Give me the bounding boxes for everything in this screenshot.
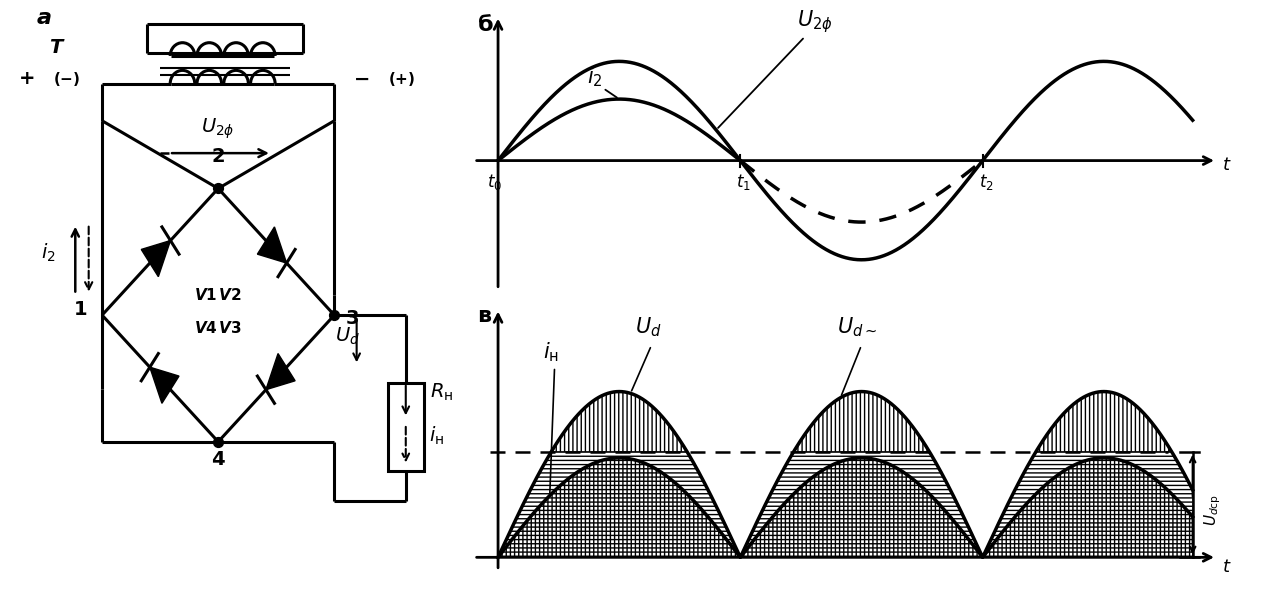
Text: $\boldsymbol{U_{2\phi}}$: $\boldsymbol{U_{2\phi}}$ xyxy=(202,116,235,141)
Text: $t_0$: $t_0$ xyxy=(487,173,503,193)
Polygon shape xyxy=(149,367,179,403)
Text: $\boldsymbol{4}$: $\boldsymbol{4}$ xyxy=(211,451,226,469)
Text: $\boldsymbol{-}$: $\boldsymbol{-}$ xyxy=(353,69,369,88)
Text: $t$: $t$ xyxy=(1221,558,1231,576)
Text: $t$: $t$ xyxy=(1221,157,1231,174)
Text: $t_2$: $t_2$ xyxy=(979,173,993,193)
Point xyxy=(208,437,228,446)
Text: $\boldsymbol{\,в}$: $\boldsymbol{\,в}$ xyxy=(473,305,493,327)
Text: $\boldsymbol{R_{\rm н}}$: $\boldsymbol{R_{\rm н}}$ xyxy=(430,382,453,403)
Polygon shape xyxy=(258,227,287,263)
Point xyxy=(324,310,345,320)
Text: $\boldsymbol{(-)}$: $\boldsymbol{(-)}$ xyxy=(52,70,80,88)
Text: $\boldsymbol{V1\,V2}$: $\boldsymbol{V1\,V2}$ xyxy=(194,287,242,303)
Text: $U_{2\phi}$: $U_{2\phi}$ xyxy=(798,8,833,35)
Text: $\boldsymbol{i_2}$: $\boldsymbol{i_2}$ xyxy=(41,242,56,264)
Text: $t_1$: $t_1$ xyxy=(736,173,752,193)
Text: $\boldsymbol{\,б}$: $\boldsymbol{\,б}$ xyxy=(473,14,494,36)
Point xyxy=(208,184,228,193)
Text: $\boldsymbol{+}$: $\boldsymbol{+}$ xyxy=(18,69,34,88)
Polygon shape xyxy=(265,353,295,390)
Text: $\boldsymbol{T}$: $\boldsymbol{T}$ xyxy=(48,38,66,57)
Text: $\boldsymbol{2}$: $\boldsymbol{2}$ xyxy=(212,147,225,166)
Text: $\boldsymbol{(+)}$: $\boldsymbol{(+)}$ xyxy=(388,70,415,88)
Text: $i_{\rm н}$: $i_{\rm н}$ xyxy=(544,340,559,364)
Polygon shape xyxy=(142,240,171,277)
Text: $U_{d{\rm ср}}$: $U_{d{\rm ср}}$ xyxy=(1202,494,1222,526)
Text: $i_2$: $i_2$ xyxy=(587,65,602,89)
Text: $\boldsymbol{a}$: $\boldsymbol{a}$ xyxy=(36,8,52,28)
Text: $\boldsymbol{i_{\rm н}}$: $\boldsymbol{i_{\rm н}}$ xyxy=(430,425,444,447)
Text: $U_d$: $U_d$ xyxy=(635,316,662,339)
Text: $\boldsymbol{U_d}$: $\boldsymbol{U_d}$ xyxy=(336,326,360,347)
Text: $U_{d\sim}$: $U_{d\sim}$ xyxy=(837,316,878,339)
Bar xyxy=(388,383,424,471)
Text: $\boldsymbol{3}$: $\boldsymbol{3}$ xyxy=(346,309,359,328)
Text: $\boldsymbol{V4\,V3}$: $\boldsymbol{V4\,V3}$ xyxy=(194,320,242,336)
Text: $\boldsymbol{1}$: $\boldsymbol{1}$ xyxy=(73,300,87,319)
